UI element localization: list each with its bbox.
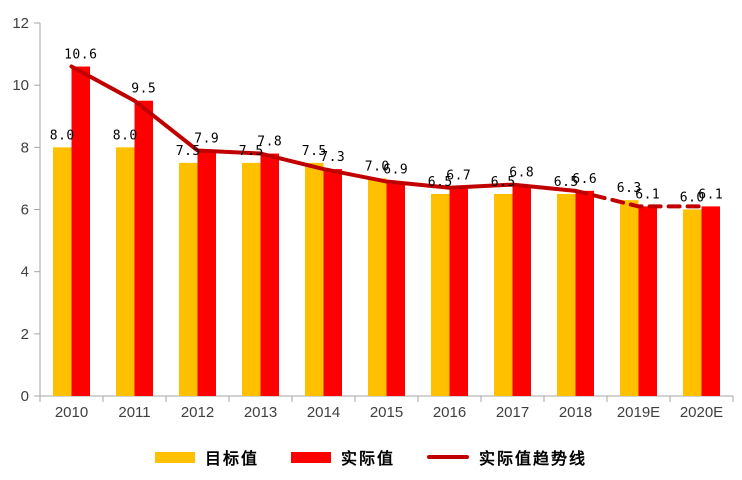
x-axis-label: 2018	[559, 404, 592, 421]
value-label-actual-2018: 6.6	[572, 172, 597, 187]
bar-target-2014	[305, 162, 324, 396]
bar-actual-2010	[71, 66, 90, 397]
bar-target-2013	[242, 162, 261, 396]
y-tick-label: 10	[12, 77, 29, 94]
y-tick-label: 8	[21, 139, 29, 156]
value-label-actual-2017: 6.8	[509, 166, 534, 181]
bar-target-2011	[116, 147, 135, 396]
bar-target-2019E	[620, 200, 639, 396]
bar-actual-2013	[260, 153, 279, 396]
legend-item-trendline: 实际值趋势线	[427, 445, 587, 469]
value-label-actual-2010: 10.6	[64, 48, 97, 63]
bar-target-2017	[494, 193, 513, 396]
chart-legend: 目标值 实际值 实际值趋势线	[0, 434, 742, 480]
value-label-target-2014: 7.5	[302, 144, 327, 159]
bar-target-2016	[431, 193, 450, 396]
x-axis-label: 2012	[181, 404, 214, 421]
value-label-target-2020E: 6.0	[680, 191, 705, 206]
x-axis-label: 2013	[244, 404, 277, 421]
bar-actual-2020E	[701, 206, 720, 396]
value-label-target-2011: 8.0	[113, 128, 138, 143]
y-tick-label: 2	[21, 326, 29, 343]
value-label-actual-2020E: 6.1	[698, 187, 723, 202]
value-label-target-2019E: 6.3	[617, 181, 642, 196]
x-axis-label: 2020E	[680, 404, 723, 421]
bar-target-2020E	[683, 209, 702, 396]
value-label-actual-2019E: 6.1	[635, 187, 660, 202]
legend-label-target: 目标值	[204, 451, 259, 468]
bar-target-2010	[53, 147, 72, 396]
legend-swatch-target	[154, 451, 195, 463]
bar-actual-2014	[323, 169, 342, 396]
value-label-target-2012: 7.5	[176, 144, 201, 159]
y-tick-label: 12	[12, 15, 29, 32]
trend-line-solid	[69, 64, 578, 193]
x-axis-label: 2010	[55, 404, 88, 421]
bar-target-2015	[368, 178, 387, 396]
bar-actual-2015	[386, 181, 405, 396]
bar-line-chart-plot: 0 2 4 6 8 10 12 2010 2011 2012 2013 2014 2015 2016 201…	[12, 15, 734, 421]
legend-item-target: 目标值	[154, 445, 259, 469]
value-label-actual-2013: 7.8	[257, 135, 282, 150]
value-label-target-2015: 7.0	[365, 159, 390, 174]
legend-swatch-trendline	[427, 455, 469, 459]
bar-actual-2016	[449, 187, 468, 396]
value-label-actual-2011: 9.5	[131, 82, 156, 97]
value-label-actual-2016: 6.7	[446, 169, 471, 184]
x-axis-label: 2015	[370, 404, 403, 421]
x-axis-label: 2016	[433, 404, 466, 421]
legend-item-actual: 实际值	[290, 445, 395, 469]
legend-label-actual: 实际值	[340, 451, 395, 468]
x-axis-label: 2017	[496, 404, 529, 421]
y-tick-label: 4	[21, 264, 29, 281]
bar-actual-2018	[575, 190, 594, 396]
x-axis-label: 2011	[118, 404, 150, 421]
y-tick-label: 6	[21, 202, 29, 219]
x-axis-label: 2019E	[617, 404, 660, 421]
bar-target-2012	[179, 162, 198, 396]
bar-actual-2011	[134, 100, 153, 396]
value-label-actual-2015: 6.9	[383, 163, 408, 178]
value-label-target-2013: 7.5	[239, 144, 264, 159]
bar-actual-2017	[512, 184, 531, 396]
bar-target-2018	[557, 193, 576, 396]
value-label-actual-2014: 7.3	[320, 150, 345, 165]
x-axis-label: 2014	[307, 404, 340, 421]
value-label-target-2016: 6.5	[428, 175, 453, 190]
trend-line-dashed	[573, 188, 704, 209]
legend-label-trendline: 实际值趋势线	[479, 451, 588, 468]
value-label-actual-2012: 7.9	[194, 131, 219, 146]
value-label-target-2018: 6.5	[554, 175, 579, 190]
value-label-target-2017: 6.5	[491, 175, 516, 190]
value-label-target-2010: 8.0	[50, 128, 75, 143]
y-tick-label: 0	[21, 388, 29, 405]
bar-actual-2019E	[638, 206, 657, 396]
bar-actual-2012	[197, 150, 216, 396]
legend-swatch-actual	[290, 451, 331, 463]
